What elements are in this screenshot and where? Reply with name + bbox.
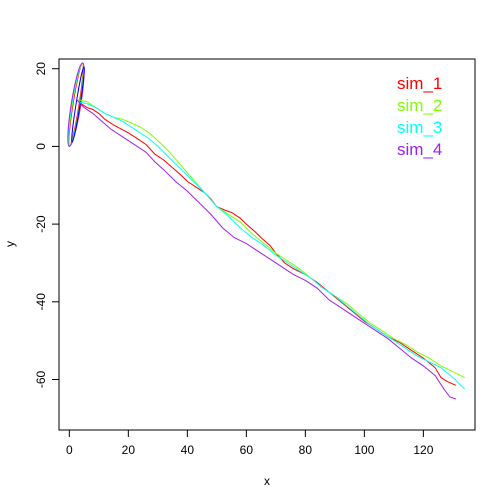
- y-tick-label: 20: [34, 62, 48, 76]
- legend-entry-sim_3: sim_3: [397, 118, 442, 137]
- y-tick-label: -40: [34, 293, 48, 311]
- legend-entry-sim_4: sim_4: [397, 140, 442, 159]
- y-tick-label: -60: [34, 370, 48, 388]
- x-tick-label: 40: [181, 443, 195, 457]
- y-axis: -60 -40 -20 0 20: [34, 62, 59, 388]
- x-axis: 0 20 40 60 80 100 120: [66, 430, 434, 457]
- x-tick-label: 20: [122, 443, 136, 457]
- x-tick-label: 120: [413, 443, 433, 457]
- legend: sim_1 sim_2 sim_3 sim_4: [397, 74, 442, 159]
- legend-entry-sim_1: sim_1: [397, 74, 442, 93]
- x-axis-label: x: [264, 474, 270, 488]
- y-axis-label: y: [3, 241, 17, 247]
- y-tick-label: 0: [34, 143, 48, 150]
- start-ellipses: [65, 62, 88, 147]
- legend-entry-sim_2: sim_2: [397, 96, 442, 115]
- y-tick-label: -20: [34, 215, 48, 233]
- x-tick-label: 60: [240, 443, 254, 457]
- x-tick-label: 100: [354, 443, 374, 457]
- x-tick-label: 80: [299, 443, 313, 457]
- x-tick-label: 0: [66, 443, 73, 457]
